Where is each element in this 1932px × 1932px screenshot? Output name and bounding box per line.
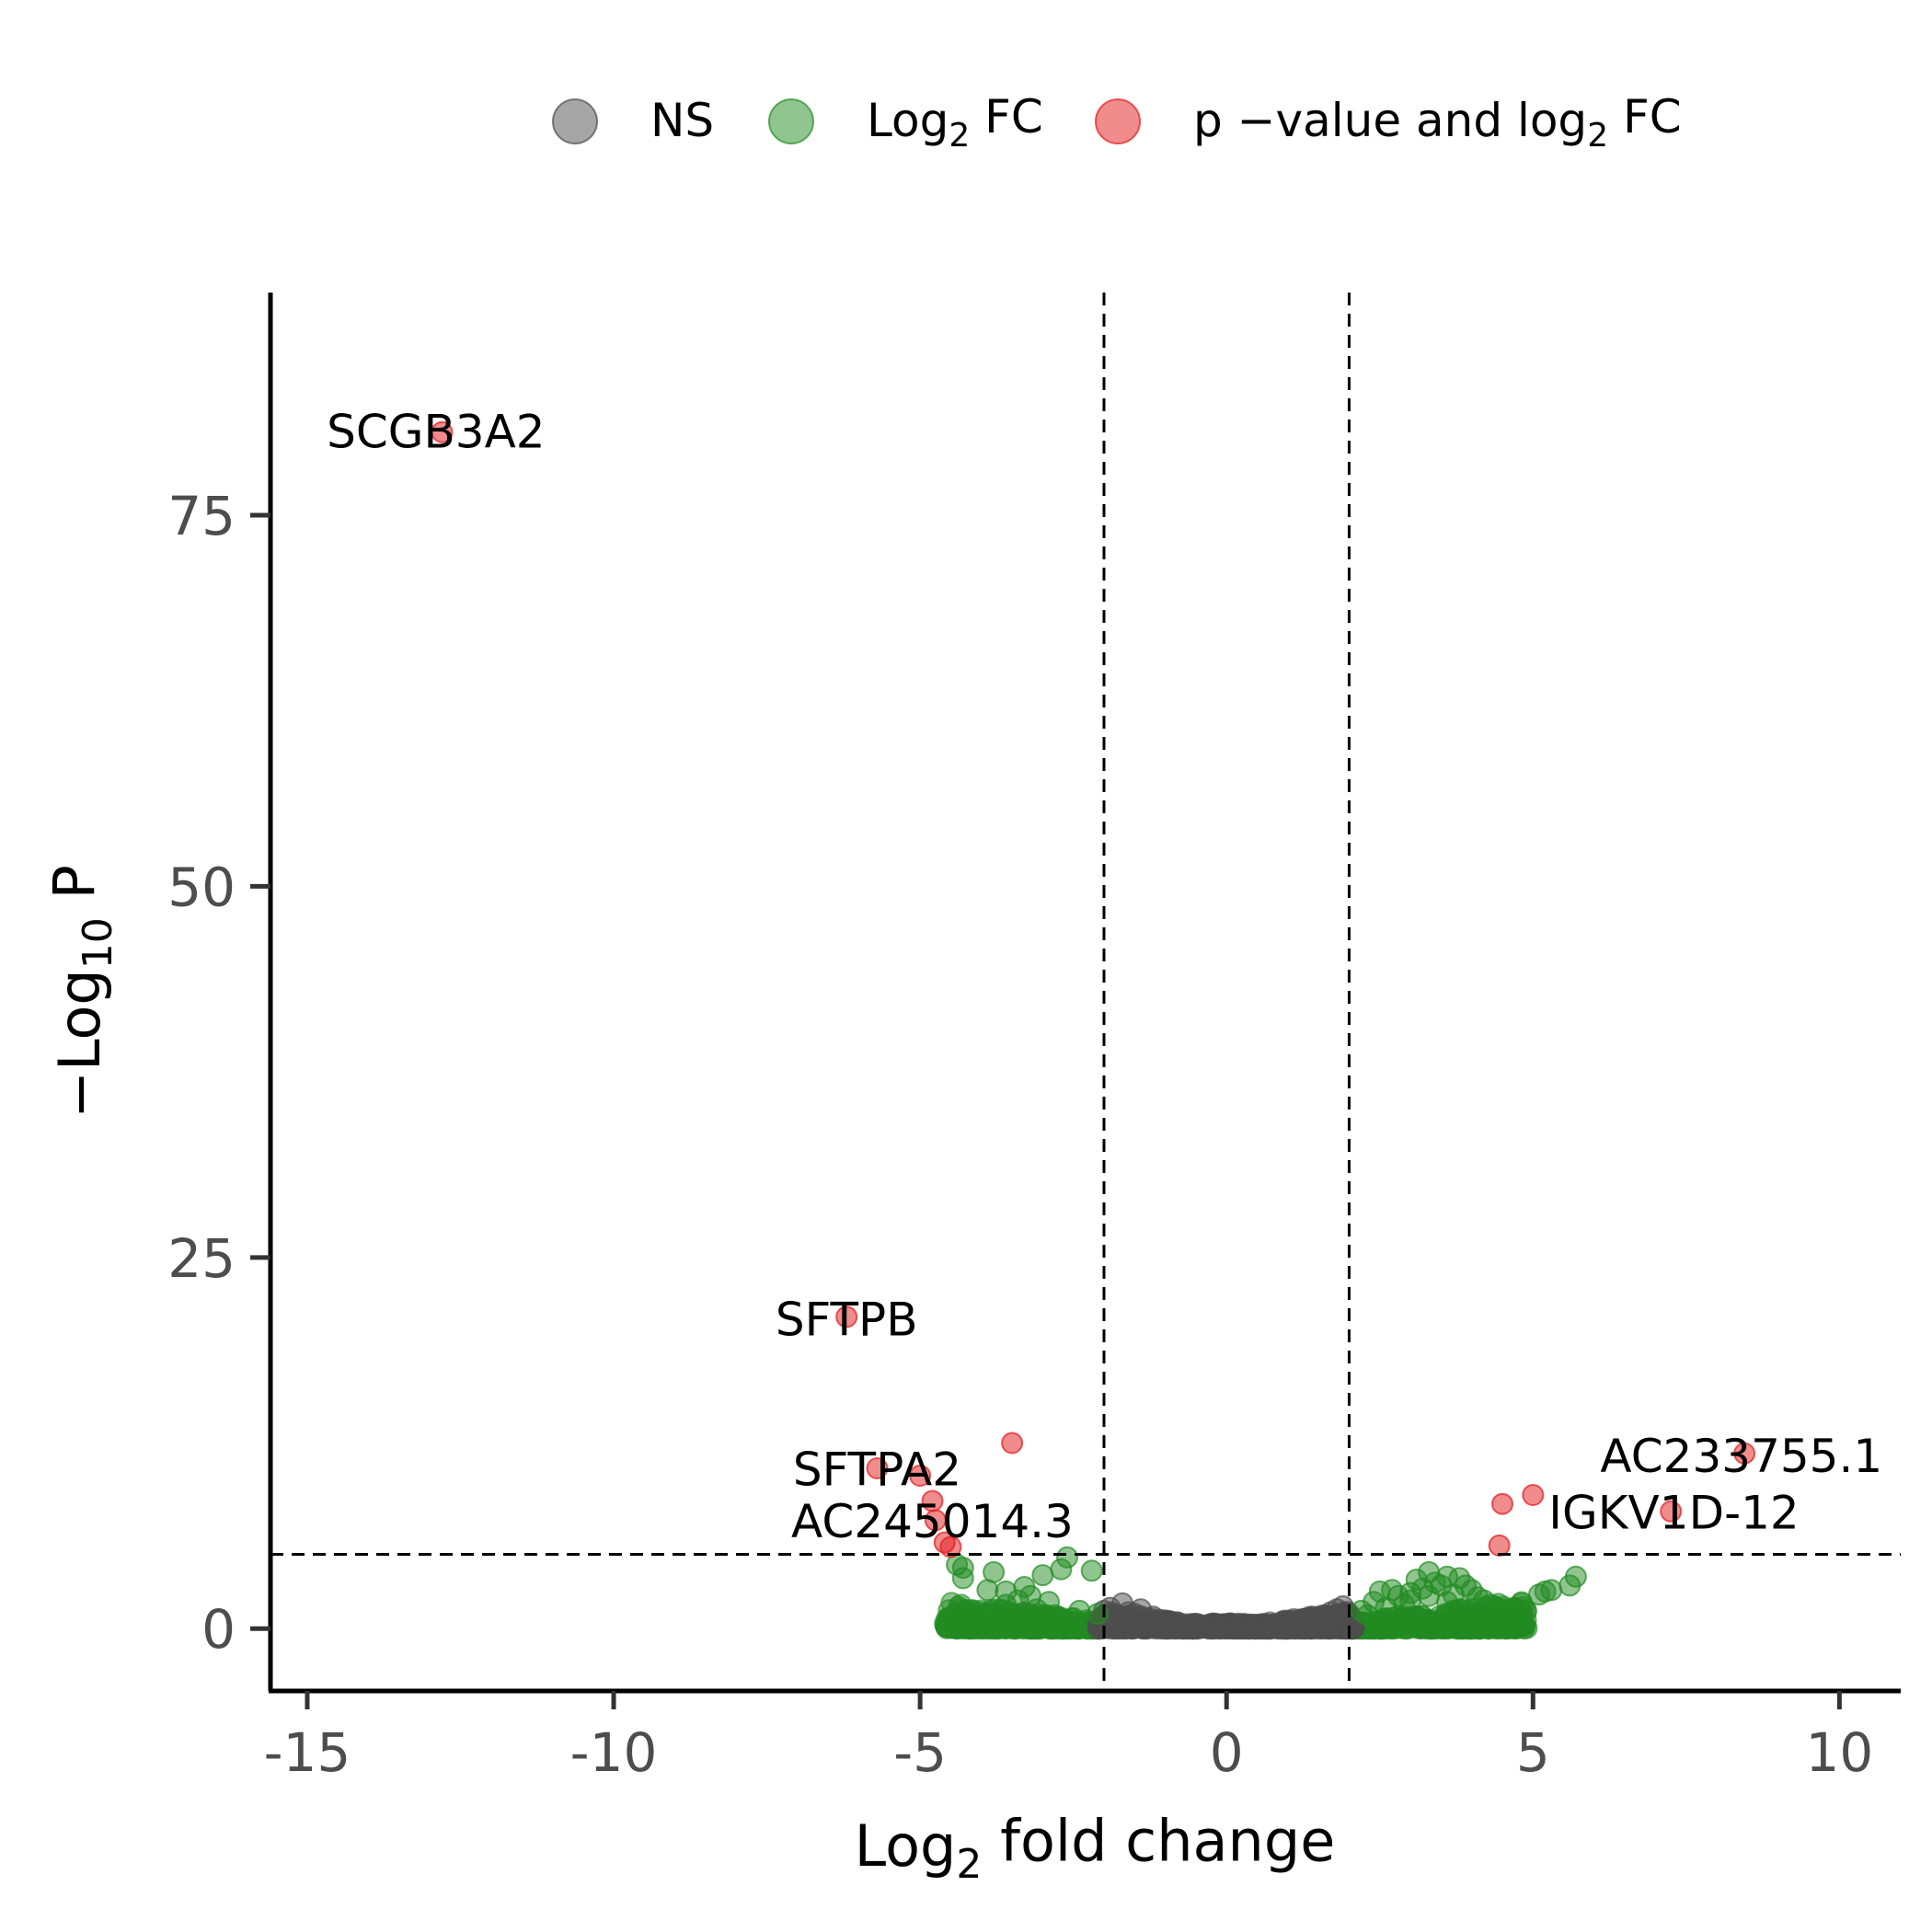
legend-swatch <box>552 98 598 144</box>
y-tick-label: 25 <box>167 1227 236 1290</box>
point-ns <box>1147 1615 1170 1637</box>
point-ns <box>1307 1610 1330 1633</box>
x-tick-label: -10 <box>570 1721 658 1784</box>
point-fc <box>1418 1584 1441 1607</box>
gene-label: SFTPB <box>776 1294 918 1347</box>
legend-item-fc: Log2 FC <box>768 90 1043 155</box>
point-p-fc <box>1660 1500 1683 1523</box>
legend-label: p −value and log2 FC <box>1193 90 1682 155</box>
gene-label: SFTPA2 <box>793 1443 961 1497</box>
point-fc <box>1043 1604 1066 1627</box>
point-fc <box>1540 1579 1563 1602</box>
legend-swatch <box>768 98 814 144</box>
x-axis-title: Log2 fold change <box>855 1808 1336 1889</box>
point-fc <box>1450 1615 1473 1638</box>
point-fc <box>973 1610 996 1633</box>
point-fc <box>1080 1559 1103 1582</box>
point-fc <box>1356 1604 1379 1627</box>
point-fc <box>1382 1617 1405 1640</box>
x-tick-label: -15 <box>264 1721 351 1784</box>
point-ns <box>1179 1613 1202 1636</box>
point-ns <box>1241 1614 1263 1636</box>
point-p-fc <box>866 1457 889 1479</box>
point-fc <box>1399 1589 1422 1612</box>
point-fc <box>1466 1586 1489 1609</box>
gene-label: IGKV1D-12 <box>1548 1486 1799 1539</box>
point-fc <box>1031 1564 1054 1587</box>
point-p-fc <box>1491 1492 1513 1515</box>
legend-item-p-fc: p −value and log2 FC <box>1095 90 1682 155</box>
legend-label: NS <box>650 94 714 147</box>
point-p-fc <box>431 420 454 443</box>
legend-item-ns: NS <box>552 94 714 147</box>
axes: -15 -10 -5 0 5 10 0 25 50 75 <box>167 293 1901 1784</box>
point-p-fc <box>835 1305 858 1328</box>
y-tick-label: 50 <box>167 856 236 918</box>
x-tick-label: 5 <box>1516 1721 1550 1784</box>
gene-label: AC233755.1 <box>1600 1430 1882 1483</box>
legend-label: Log2 FC <box>867 90 1043 155</box>
point-fc <box>1415 1616 1438 1639</box>
point-fc <box>1503 1596 1526 1619</box>
point-p-fc <box>1733 1442 1756 1465</box>
point-fc <box>1006 1589 1029 1612</box>
x-tick-label: 0 <box>1210 1721 1244 1784</box>
point-fc <box>976 1579 999 1602</box>
gene-label: SCGB3A2 <box>327 406 546 459</box>
gene-label: AC245014.3 <box>791 1495 1074 1548</box>
point-fc <box>1062 1606 1085 1629</box>
data-points <box>431 420 1756 1637</box>
point-fc <box>1485 1605 1508 1628</box>
point-ns <box>1264 1613 1287 1636</box>
point-p-fc <box>1522 1484 1545 1506</box>
point-fc <box>1025 1598 1048 1621</box>
x-tick-label: 10 <box>1805 1721 1873 1784</box>
point-p-fc <box>924 1509 947 1532</box>
legend-swatch <box>1095 98 1141 144</box>
point-p-fc <box>1488 1534 1511 1557</box>
point-p-fc <box>1001 1432 1024 1455</box>
point-fc <box>1564 1565 1587 1588</box>
point-p-fc <box>939 1535 962 1558</box>
point-fc <box>1436 1591 1458 1614</box>
y-tick-label: 75 <box>167 485 236 547</box>
point-fc <box>951 1567 974 1590</box>
legend: NS Log2 FC p −value and log2 FC <box>552 90 1682 155</box>
point-fc <box>937 1616 960 1639</box>
point-p-fc <box>909 1465 932 1487</box>
x-tick-label: -5 <box>893 1721 947 1784</box>
cutoff-lines <box>270 293 1901 1691</box>
y-tick-label: 0 <box>201 1598 236 1661</box>
point-fc <box>1381 1579 1404 1602</box>
y-axis-title: −Log10 P <box>41 865 122 1119</box>
point-fc <box>1056 1546 1078 1569</box>
